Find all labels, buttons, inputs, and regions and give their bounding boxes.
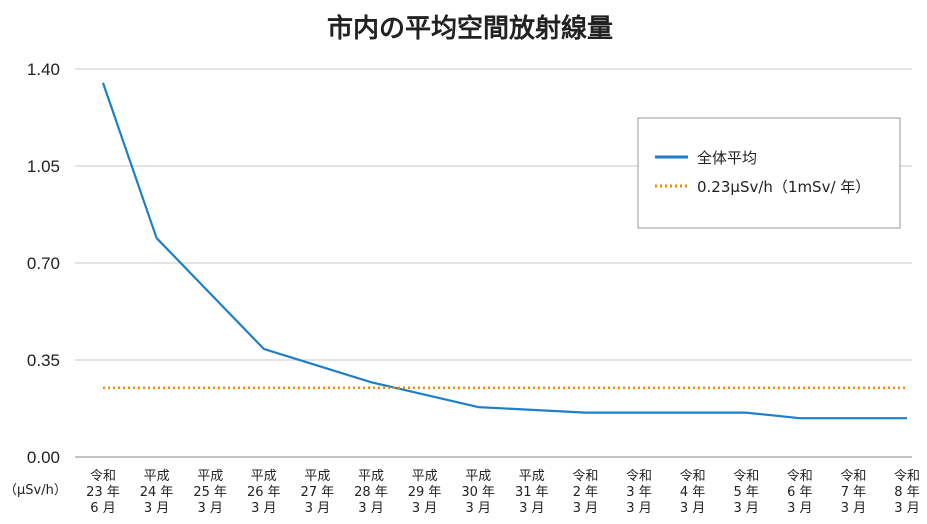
x-tick-label-line: 平成 <box>251 469 277 484</box>
x-tick-label-line: 平成 <box>465 469 491 484</box>
x-tick-label-line: 平成 <box>197 469 223 484</box>
x-tick-label-line: 令和 <box>733 469 759 484</box>
x-tick-label-line: 2 年 <box>573 485 598 500</box>
y-tick-label: 1.05 <box>27 157 60 176</box>
legend-box <box>637 117 901 229</box>
x-tick-label: 令和4 年3 月 <box>680 469 706 516</box>
x-tick-label: 令和8 年3 月 <box>894 469 920 516</box>
x-tick-label-line: 6 年 <box>787 485 812 500</box>
x-tick-label-line: 平成 <box>519 469 545 484</box>
x-tick-label-line: 平成 <box>412 469 438 484</box>
y-tick-label: 1.40 <box>27 60 60 79</box>
x-tick-label-line: 4 年 <box>680 485 705 500</box>
x-tick-label-line: 27 年 <box>301 485 335 500</box>
x-tick-label-line: 3 月 <box>733 501 758 516</box>
chart-title: 市内の平均空間放射線量 <box>327 13 613 44</box>
x-tick-label-line: 6 月 <box>90 501 115 516</box>
x-tick-label-line: 7 年 <box>841 485 866 500</box>
x-tick-label-line: 令和 <box>894 469 920 484</box>
x-tick-label-line: 3 月 <box>251 501 276 516</box>
y-tick-label: 0.00 <box>27 448 60 467</box>
y-axis-ticks: 0.00 0.35 0.70 1.05 1.40 <box>27 60 60 467</box>
x-tick-label-line: 3 月 <box>144 501 169 516</box>
x-tick-label-line: 令和 <box>90 469 116 484</box>
x-tick-label-line: 26 年 <box>247 485 281 500</box>
x-tick-label-line: 3 年 <box>626 485 651 500</box>
y-tick-label: 0.35 <box>27 351 60 370</box>
x-tick-label: 令和6 年3 月 <box>787 469 813 516</box>
x-tick-label-line: 24 年 <box>140 485 174 500</box>
x-tick-label-line: 令和 <box>787 469 813 484</box>
x-tick-label: 令和3 年3 月 <box>626 469 652 516</box>
x-tick-label-line: 29 年 <box>408 485 442 500</box>
x-tick-label-line: 令和 <box>572 469 598 484</box>
x-tick-label-line: 5 年 <box>733 485 758 500</box>
x-tick-label-line: 3 月 <box>412 501 437 516</box>
x-tick-label-line: 平成 <box>304 469 330 484</box>
y-tick-label: 0.70 <box>27 254 60 273</box>
x-tick-label-line: 31 年 <box>515 485 549 500</box>
x-tick-label-line: 3 月 <box>626 501 651 516</box>
legend: 全体平均 0.23μSv/h（1mSv/ 年） <box>637 117 901 229</box>
x-tick-label-line: 3 月 <box>465 501 490 516</box>
series-layer <box>101 82 908 420</box>
x-tick-label: 令和5 年3 月 <box>733 469 759 516</box>
x-tick-label-line: 3 月 <box>787 501 812 516</box>
x-tick-label-line: 令和 <box>626 469 652 484</box>
x-tick-label-line: 3 月 <box>519 501 544 516</box>
x-tick-label-line: 令和 <box>840 469 866 484</box>
x-tick-label-line: 令和 <box>680 469 706 484</box>
legend-label-average: 全体平均 <box>697 149 757 167</box>
x-tick-label-line: 30 年 <box>461 485 495 500</box>
y-axis-unit-label: （μSv/h） <box>4 483 67 498</box>
x-tick-label-line: 3 月 <box>573 501 598 516</box>
legend-label-threshold: 0.23μSv/h（1mSv/ 年） <box>697 178 870 196</box>
x-tick-label-line: 28 年 <box>354 485 388 500</box>
x-tick-label-line: 3 月 <box>894 501 919 516</box>
x-tick-label: 令和7 年3 月 <box>840 469 866 516</box>
x-tick-label-line: 3 月 <box>305 501 330 516</box>
x-tick-label-line: 3 月 <box>358 501 383 516</box>
x-tick-label: 令和2 年3 月 <box>572 469 598 516</box>
x-tick-label-line: 8 年 <box>894 485 919 500</box>
x-tick-label-line: 平成 <box>144 469 170 484</box>
x-tick-label-line: 3 月 <box>680 501 705 516</box>
x-tick-label-line: 25 年 <box>193 485 227 500</box>
x-tick-label-line: 3 月 <box>197 501 222 516</box>
x-tick-label-line: 平成 <box>358 469 384 484</box>
x-tick-label-line: 3 月 <box>841 501 866 516</box>
x-tick-label-line: 23 年 <box>86 485 120 500</box>
